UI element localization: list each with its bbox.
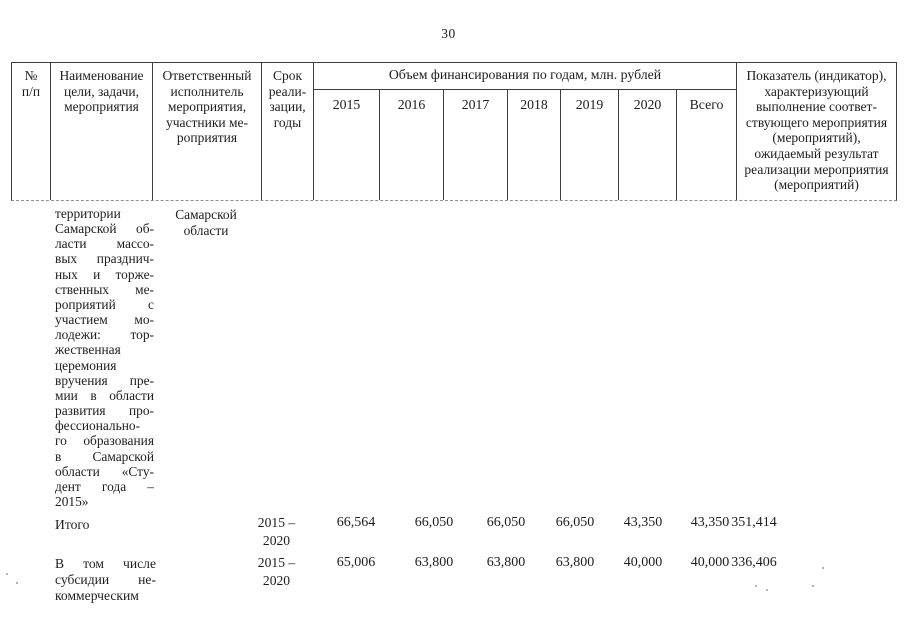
- value-cell: 65,006: [336, 555, 376, 570]
- col-header-term: Срок реали- зации, годы: [262, 63, 314, 200]
- col-header-year-2020: 2020: [619, 90, 677, 200]
- activity-line: дент года –: [55, 478, 154, 494]
- value-cell: 63,800: [555, 555, 595, 570]
- subsidies-label-line: субсидии не-: [55, 572, 156, 588]
- activity-line: мии в области: [55, 387, 154, 403]
- value-cell: 351,414: [731, 515, 777, 530]
- scan-speck: [16, 582, 18, 584]
- col-group-funding: Объем финансирования по годам, млн. рубл…: [314, 63, 737, 90]
- col-header-name: Наименование цели, задачи, мероприятия: [51, 63, 153, 200]
- subsidies-label-line: В том числе: [55, 556, 156, 571]
- col-header-total: Всего: [677, 90, 737, 200]
- subsidies-row-label: В том числе субсидии не- коммерческим: [55, 556, 156, 604]
- col-header-executor: Ответственный исполнитель мероприятия, у…: [153, 63, 262, 200]
- scan-speck: [766, 589, 768, 591]
- activity-line: жественная: [55, 342, 121, 358]
- value-cell: 40,000: [690, 555, 730, 570]
- activity-line: церемония: [55, 357, 117, 373]
- activity-line: в Самарской: [55, 448, 154, 464]
- subsidies-label-line: коммерческим: [55, 588, 139, 604]
- value-cell: 63,800: [486, 555, 526, 570]
- value-cell: 43,350: [690, 515, 730, 530]
- value-cell: 66,564: [336, 515, 376, 530]
- activity-line: лодежи: тор-: [55, 327, 154, 343]
- col-header-year-2015: 2015: [314, 90, 380, 200]
- scan-speck: [822, 567, 824, 569]
- col-header-year-2018: 2018: [508, 90, 561, 200]
- col-header-year-2017: 2017: [444, 90, 508, 200]
- activity-line: го образования: [55, 433, 154, 449]
- activity-continuation-text: территории Самарской об- ласти массо- вы…: [55, 206, 154, 509]
- total-row-term: 2015 – 2020: [257, 515, 296, 548]
- scan-speck: [755, 585, 757, 587]
- value-cell: 66,050: [414, 515, 454, 530]
- subsidies-row-values: 65,006 63,800 63,800 63,800 40,000 40,00…: [0, 555, 905, 575]
- page-number: 30: [441, 26, 456, 41]
- activity-line: ственных ме-: [55, 281, 154, 297]
- total-row-label: Итого: [55, 517, 90, 532]
- executor-cell: Самарской области: [175, 207, 237, 238]
- col-header-num: № п/п: [12, 63, 51, 200]
- activity-line: Самарской об-: [55, 221, 154, 237]
- activity-line: фессионально-: [55, 418, 141, 434]
- value-cell: 66,050: [555, 515, 595, 530]
- value-cell: 63,800: [414, 555, 454, 570]
- scan-speck: [812, 585, 814, 587]
- activity-line: 2015»: [55, 493, 89, 509]
- financing-table-header: № п/п Наименование цели, задачи, меропри…: [11, 62, 897, 201]
- activity-line: ных и торже-: [55, 266, 154, 282]
- activity-line: области «Сту-: [55, 463, 154, 479]
- activity-line: вых празднич-: [55, 251, 154, 267]
- total-row-values: 66,564 66,050 66,050 66,050 43,350 43,35…: [0, 515, 905, 535]
- col-header-year-2016: 2016: [380, 90, 444, 200]
- col-header-year-2019: 2019: [561, 90, 619, 200]
- activity-line: ласти массо-: [55, 236, 154, 252]
- col-header-indicator: Показатель (индикатор), характеризующий …: [744, 68, 889, 193]
- activity-line: роприятий с: [55, 296, 154, 312]
- value-cell: 66,050: [486, 515, 526, 530]
- subsidies-row-term: 2015 – 2020: [257, 555, 296, 588]
- activity-line: участием мо-: [55, 312, 154, 328]
- value-cell: 40,000: [623, 555, 663, 570]
- value-cell: 43,350: [623, 515, 663, 530]
- scan-speck: [6, 573, 8, 575]
- activity-line: развития про-: [55, 403, 154, 419]
- value-cell: 336,406: [731, 555, 777, 570]
- activity-line: вручения пре-: [55, 372, 154, 388]
- activity-line: территории: [55, 206, 121, 221]
